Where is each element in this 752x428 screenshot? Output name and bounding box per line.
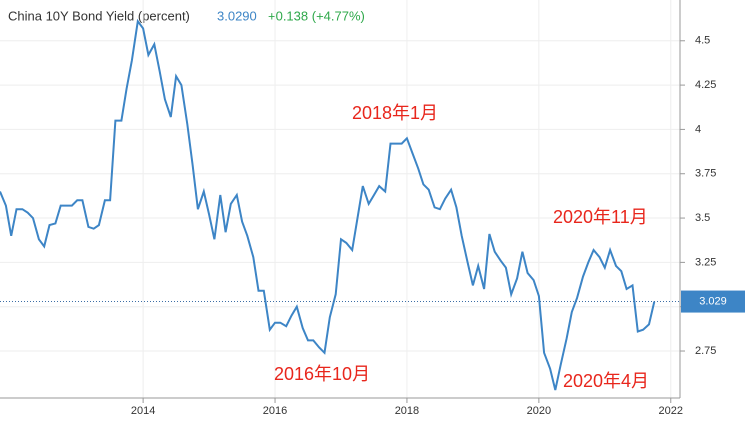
annotation: 2018年1月 [352, 103, 438, 123]
y-tick-label: 3.75 [695, 168, 716, 180]
y-tick-label: 3.25 [695, 256, 716, 268]
x-tick-label: 2022 [659, 405, 683, 417]
y-tick-label: 4.5 [695, 35, 710, 47]
x-tick-label: 2016 [263, 405, 287, 417]
y-tick-label: 3.5 [695, 212, 710, 224]
annotation: 2020年4月 [563, 371, 649, 391]
chart-title: China 10Y Bond Yield (percent) [8, 8, 190, 23]
x-tick-label: 2020 [527, 405, 551, 417]
line [0, 18, 656, 391]
x-tick-label: 2014 [131, 405, 155, 417]
y-tick-label: 4.25 [695, 79, 716, 91]
price-tag: 3.029 [699, 295, 727, 307]
x-tick-label: 2018 [395, 405, 419, 417]
annotation: 2020年11月 [553, 207, 648, 227]
annotation: 2016年10月 [274, 364, 370, 384]
y-tick-label: 4 [695, 123, 701, 135]
last-value: 3.0290 [217, 8, 257, 23]
y-tick-label: 2.75 [695, 345, 716, 357]
price-tag-box [681, 290, 745, 313]
change: +0.138 (+4.77%) [268, 8, 365, 23]
